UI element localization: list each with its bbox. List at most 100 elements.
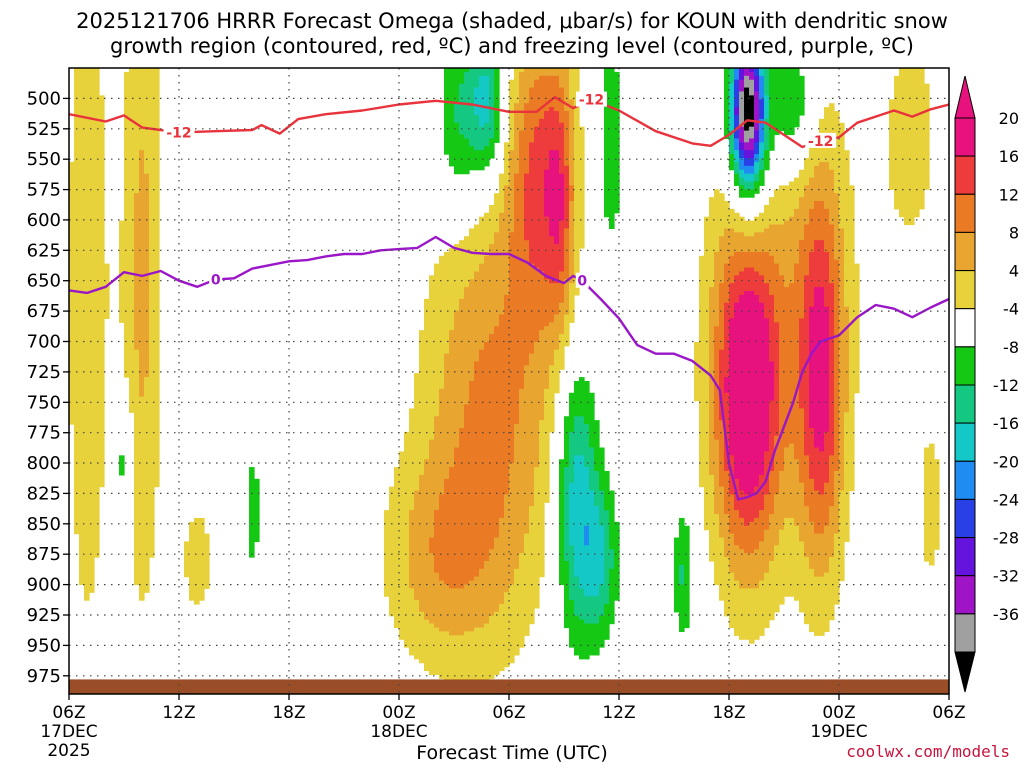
omega-cell [74,83,100,89]
omega-cell [419,334,450,339]
omega-cell [594,463,605,468]
omega-cell [724,99,730,104]
omega-cell [149,236,160,241]
omega-cell [824,201,840,206]
omega-cell [409,529,435,535]
omega-cell [69,193,105,198]
omega-cell [809,627,830,632]
omega-cell [409,537,430,543]
omega-cell [724,431,730,437]
omega-cell [539,451,550,456]
omega-cell [834,181,850,186]
omega-cell [409,576,440,582]
omega-cell [79,533,100,539]
omega-cell [564,130,570,136]
omega-cell [569,197,575,202]
omega-cell [699,435,710,441]
omega-cell [709,349,715,355]
omega-cell [729,95,735,100]
omega-cell [569,576,580,582]
omega-cell [74,486,100,492]
omega-cell [149,173,160,179]
omega-cell [604,103,620,108]
omega-cell [724,91,730,96]
omega-cell [144,165,160,171]
omega-cell [524,193,545,198]
omega-cell [699,337,710,343]
omega-cell [729,322,770,327]
omega-cell [504,197,515,202]
omega-cell [544,400,555,406]
omega-cell [544,396,555,402]
omega-cell [524,126,535,132]
omega-cell [809,220,830,226]
omega-cell [129,400,160,406]
colorbar-bin [954,384,976,424]
omega-cell [604,161,620,167]
omega-cell [189,580,210,586]
omega-cell [429,439,460,445]
omega-cell [499,607,535,613]
omega-cell [119,232,135,237]
omega-cell [564,596,570,601]
omega-cell [564,294,570,300]
omega-cell [924,502,940,507]
omega-cell [459,91,475,96]
omega-cell [704,506,715,511]
omega-cell [674,564,680,570]
omega-cell [764,208,795,214]
omega-cell [849,377,860,382]
omega-cell [694,369,710,374]
omega-cell [124,87,160,93]
omega-cell [499,318,555,323]
omega-cell [754,146,760,151]
omega-cell [809,216,830,222]
omega-cell [729,103,735,108]
omega-cell [444,357,480,363]
omega-cell [839,224,855,230]
omega-cell [819,126,845,132]
omega-cell [759,298,775,304]
omega-cell [754,154,760,159]
omega-cell [569,161,575,167]
omega-cell [124,165,140,171]
omega-cell [479,267,510,273]
omega-cell [754,114,760,120]
omega-cell [69,220,105,226]
omega-cell [734,99,740,104]
omega-cell [584,588,600,593]
omega-cell [744,291,755,296]
omega-cell [69,334,105,339]
omega-cell [839,263,845,269]
omega-cell [524,377,550,382]
omega-cell [759,510,775,515]
omega-cell [459,443,515,449]
omega-cell [119,251,135,257]
omega-cell [729,326,770,331]
omega-cell [729,122,735,128]
omega-cell [769,287,805,292]
y-tick-label: 525 [27,119,61,140]
omega-cell [814,287,825,292]
omega-cell [544,271,560,276]
omega-cell [559,220,570,226]
omega-cell [779,537,800,543]
omega-cell [604,506,615,511]
omega-cell [829,478,835,484]
omega-cell [839,455,845,460]
omega-cell [404,439,430,445]
omega-cell [134,564,150,570]
omega-cell [69,271,110,276]
omega-cell [604,557,615,562]
omega-cell [519,79,535,85]
omega-cell [574,604,605,609]
omega-cell [844,412,855,417]
omega-cell [839,341,850,347]
omega-cell [794,208,810,214]
omega-cell [809,470,830,476]
omega-cell [384,588,415,593]
omega-cell [69,408,105,413]
omega-cell [424,463,455,468]
omega-cell [774,388,780,394]
omega-cell [544,392,555,398]
